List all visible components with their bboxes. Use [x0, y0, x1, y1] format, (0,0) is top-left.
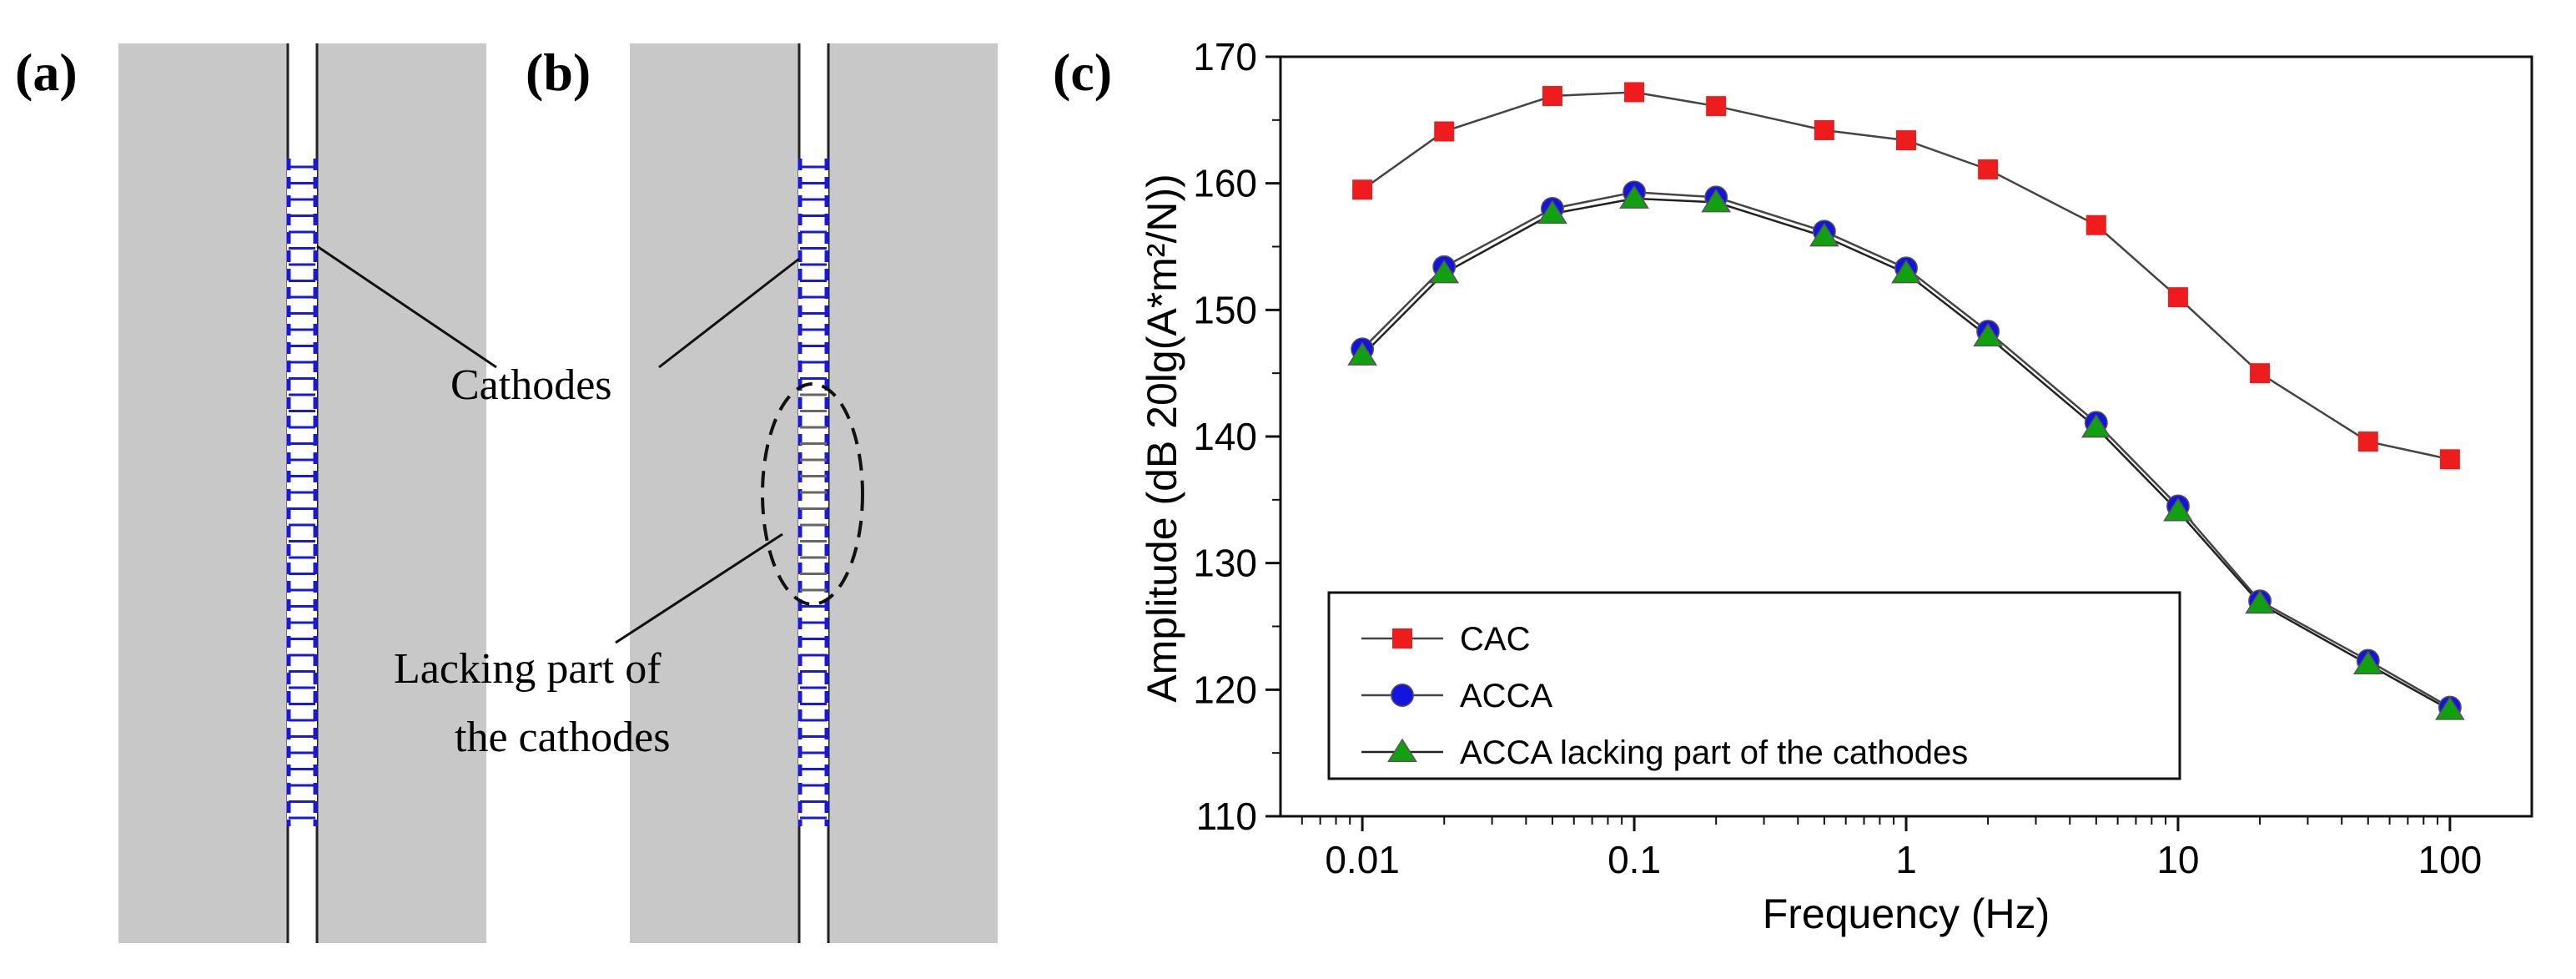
cathodes-label: Cathodes	[450, 361, 612, 409]
data-point-triangle	[1429, 259, 1460, 284]
legend-marker	[1391, 684, 1414, 707]
data-point-square	[2357, 431, 2378, 452]
data-point-square	[1706, 96, 1727, 117]
panel-b-schematic	[630, 43, 998, 943]
panel-c-label: (c)	[1053, 43, 1112, 102]
y-tick-label: 170	[1193, 35, 1257, 78]
data-point-square	[1896, 130, 1916, 151]
data-point-triangle	[2352, 650, 2383, 674]
y-axis-ticks: 110 120 130 140 150 160 170	[1193, 35, 1280, 838]
left-block-b	[630, 43, 799, 943]
data-point-triangle	[2080, 413, 2111, 438]
legend-label: ACCA lacking part of the cathodes	[1460, 734, 1968, 771]
data-point-square	[1814, 119, 1834, 140]
y-tick-label: 130	[1193, 542, 1257, 585]
y-tick-label: 110	[1196, 795, 1257, 838]
data-point-square	[1434, 121, 1455, 142]
lacking-label-line2: the cathodes	[455, 714, 670, 761]
data-point-square	[2439, 449, 2460, 470]
y-tick-label: 160	[1193, 162, 1257, 205]
data-point-triangle	[1809, 222, 1839, 247]
panel-b-label: (b)	[526, 43, 591, 102]
data-point-triangle	[1973, 322, 2003, 347]
x-tick-label: 0.1	[1607, 838, 1661, 881]
legend: CAC ACCA ACCA lacking part of the cathodes	[1327, 591, 2181, 780]
legend-label: ACCA	[1460, 678, 1552, 714]
data-point-square	[1624, 82, 1645, 103]
right-block-b	[828, 43, 998, 943]
x-tick-label: 10	[2156, 838, 2199, 881]
y-tick-label: 120	[1193, 668, 1257, 711]
data-point-triangle	[1347, 341, 1377, 366]
x-tick-label: 1	[1895, 838, 1917, 881]
data-point-square	[1542, 86, 1562, 107]
data-point-triangle	[1891, 259, 1921, 284]
series-markers	[1347, 82, 2465, 720]
data-point-square	[1978, 159, 1999, 179]
data-point-square	[1352, 179, 1373, 200]
data-point-triangle	[2245, 589, 2275, 614]
legend-box	[1327, 591, 2181, 780]
legend-marker	[1392, 628, 1412, 648]
cathodes-leader-b	[658, 257, 800, 369]
x-axis-title: Frequency (Hz)	[1763, 891, 2050, 937]
data-point-square	[2167, 287, 2188, 308]
data-point-triangle	[2163, 497, 2193, 522]
legend-label: CAC	[1460, 621, 1530, 658]
x-axis-ticks: 0.01 0.1 1 10 100	[1301, 816, 2483, 881]
electrode-ladder-b	[797, 159, 829, 826]
y-axis-title: Amplitude (dB 20lg(A*m²/N))	[1139, 174, 1185, 703]
data-point-triangle	[2435, 696, 2465, 720]
legend-marker	[1387, 738, 1417, 762]
data-point-triangle	[1701, 189, 1732, 213]
lacking-label-line1: Lacking part of	[394, 645, 662, 693]
data-point-triangle	[1619, 184, 1649, 209]
cathodes-leader-a	[316, 245, 497, 369]
data-point-square	[2250, 363, 2271, 384]
x-tick-label: 0.01	[1325, 838, 1400, 881]
x-tick-label: 100	[2418, 838, 2483, 881]
right-block-a	[317, 43, 486, 943]
data-point-square	[2085, 214, 2106, 235]
y-tick-label: 150	[1193, 288, 1257, 331]
lacking-leader	[615, 532, 783, 644]
y-tick-label: 140	[1193, 415, 1257, 458]
lacking-region-ellipse	[761, 382, 864, 606]
left-block-a	[118, 43, 288, 943]
panel-a-label: (a)	[15, 43, 78, 102]
electrode-ladder-a	[286, 159, 318, 826]
panel-a-schematic	[118, 43, 486, 943]
data-point-triangle	[1537, 199, 1567, 225]
